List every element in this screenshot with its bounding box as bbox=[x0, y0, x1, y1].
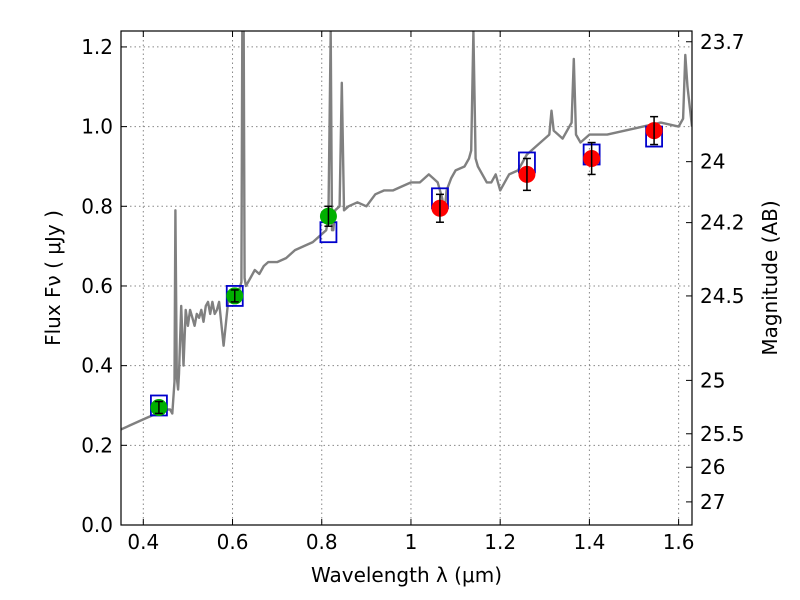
y2-tick-label: 25 bbox=[700, 368, 725, 392]
y2-tick-label: 23.7 bbox=[700, 30, 745, 54]
y2-tick-label: 24.5 bbox=[700, 284, 745, 308]
ticks: 0.4 0.6 0.8 1 1.2 1.4 1.6 0.0 0.2 0.4 0.6 0.8 1.0 1.2… bbox=[81, 30, 744, 554]
y-tick-label: 0.6 bbox=[81, 274, 113, 298]
y-axis-label: Flux Fν ( μJy ) bbox=[41, 210, 65, 346]
y-tick-label: 0.2 bbox=[81, 433, 113, 457]
y2-tick-label: 24.2 bbox=[700, 211, 745, 235]
y-tick-label: 1.2 bbox=[81, 35, 113, 59]
x-tick-label: 0.6 bbox=[217, 530, 249, 554]
x-tick-label: 0.4 bbox=[127, 530, 159, 554]
series bbox=[121, 31, 692, 431]
y2-axis-label: Magnitude (AB) bbox=[758, 200, 782, 355]
x-tick-label: 1 bbox=[405, 530, 418, 554]
y-tick-label: 1.0 bbox=[81, 115, 113, 139]
y-tick-label: 0.4 bbox=[81, 354, 113, 378]
y-tick-label: 0.0 bbox=[81, 513, 113, 537]
x-axis-label: Wavelength λ (μm) bbox=[311, 563, 502, 587]
y2-tick-label: 25.5 bbox=[700, 422, 745, 446]
spectrum-line bbox=[121, 31, 692, 431]
x-tick-label: 1.6 bbox=[663, 530, 695, 554]
grid bbox=[121, 31, 692, 526]
y2-tick-label: 24 bbox=[700, 150, 725, 174]
y2-tick-label: 26 bbox=[700, 455, 725, 479]
plot-frame bbox=[120, 30, 693, 526]
y2-tick-label: 27 bbox=[700, 490, 725, 514]
x-tick-label: 0.8 bbox=[306, 530, 338, 554]
y-tick-label: 0.8 bbox=[81, 194, 113, 218]
x-tick-label: 1.2 bbox=[484, 530, 516, 554]
x-tick-label: 1.4 bbox=[573, 530, 605, 554]
